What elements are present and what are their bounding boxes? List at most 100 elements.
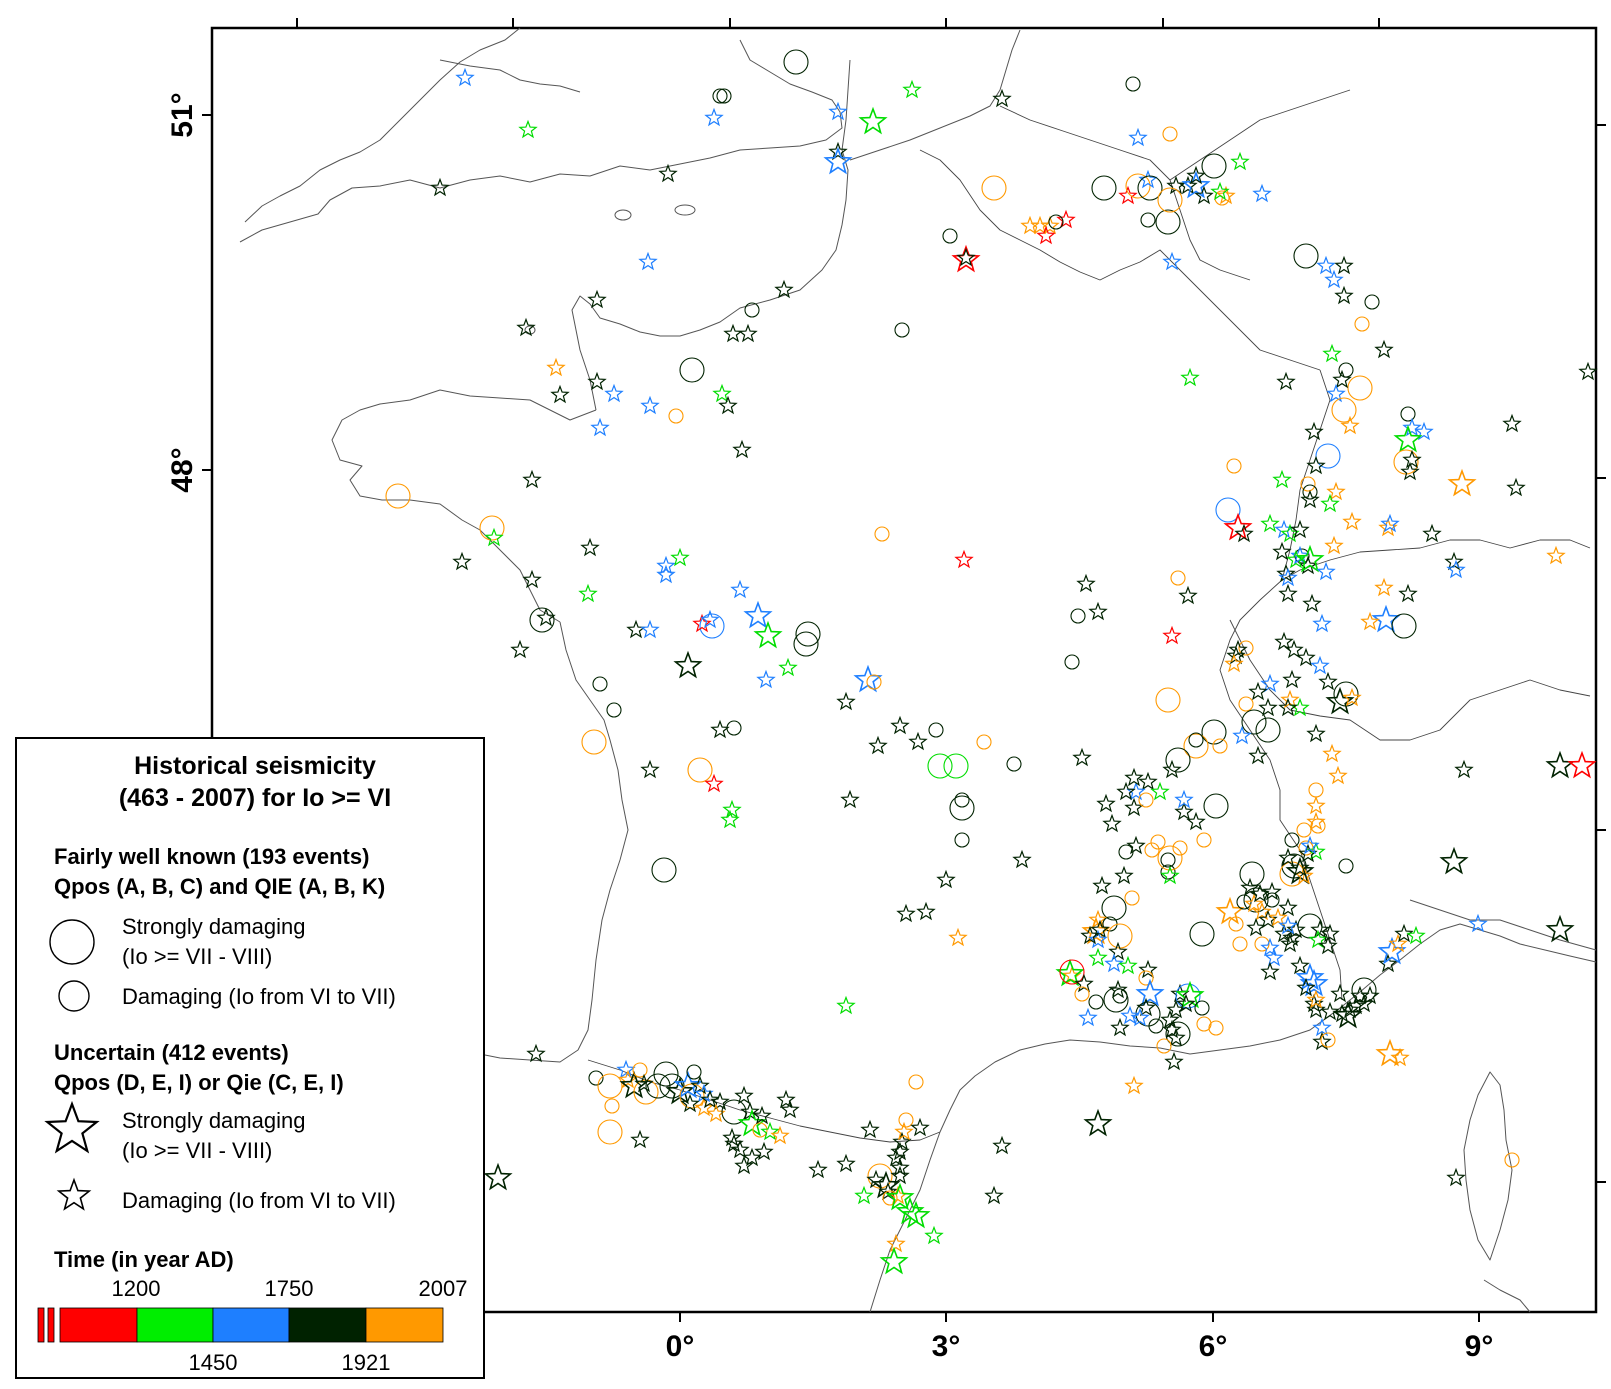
timebar-1200: [59, 1307, 138, 1343]
quake-star: [1296, 977, 1316, 997]
quake-circle: [1241, 709, 1267, 735]
quake-star: [1176, 993, 1196, 1013]
quake-circle: [1201, 153, 1227, 179]
quake-star: [1160, 1009, 1180, 1029]
quake-star: [956, 247, 976, 267]
quake-circle: [793, 631, 819, 657]
quake-star: [1390, 1047, 1410, 1067]
quake-star: [1138, 959, 1158, 979]
timebar-1750: [212, 1307, 290, 1343]
quake-star: [712, 383, 732, 403]
quake-star: [722, 799, 742, 819]
quake-circle: [1165, 747, 1191, 773]
legend-damaging-circle-icon: [58, 980, 90, 1012]
quake-star: [1578, 361, 1598, 381]
quake-circle: [1150, 834, 1166, 850]
quake-star: [1260, 513, 1280, 533]
quake-circle: [1172, 840, 1188, 856]
quake-star: [840, 789, 860, 809]
quake-star: [1278, 697, 1298, 717]
quake-star: [1282, 669, 1302, 689]
quake-circle: [1156, 1038, 1172, 1054]
quake-star: [1324, 269, 1344, 289]
quake-star: [1162, 625, 1182, 645]
quake-star: [742, 1147, 762, 1167]
quake-star: [1264, 947, 1284, 967]
quake-circle: [942, 228, 958, 244]
quake-star: [886, 1233, 906, 1253]
quake-circle: [1300, 476, 1316, 492]
quake-circle: [954, 792, 970, 808]
quake-star: [1272, 541, 1292, 561]
quake-star: [1295, 544, 1325, 573]
quake-star: [1230, 151, 1250, 171]
quake-star: [1414, 421, 1434, 441]
quake-star: [780, 1099, 800, 1119]
quake-circle: [597, 1119, 623, 1145]
earthquake-symbols: [385, 49, 1598, 1275]
basemap: [211, 27, 1597, 1313]
quake-circle: [1157, 845, 1183, 871]
quake-star: [1324, 535, 1344, 555]
quake-circle: [592, 676, 608, 692]
quake-star: [1296, 647, 1316, 667]
brittany-coast: [331, 389, 597, 623]
quake-circle: [1215, 497, 1241, 523]
quake-circle: [1284, 832, 1300, 848]
quake-star: [828, 141, 848, 161]
quake-star: [774, 279, 794, 299]
quake-circle: [1124, 890, 1140, 906]
timebar-old-2: [47, 1307, 55, 1343]
quake-star: [1072, 747, 1092, 767]
quake-star: [1406, 925, 1426, 945]
quake-star: [587, 289, 607, 309]
quake-circle: [1232, 936, 1248, 952]
quake-star: [1360, 611, 1380, 631]
quake-circle: [1138, 792, 1154, 808]
quake-circle: [783, 49, 809, 75]
quake-star: [836, 691, 856, 711]
quake-star: [1393, 424, 1423, 453]
quake-circle: [1238, 696, 1254, 712]
legend-uncertain-header2: Qpos (D, E, I) or Qie (C, E, I): [54, 1070, 344, 1095]
belgium-border: [919, 149, 1321, 371]
legend: Historical seismicity (463 - 2007) for I…: [15, 737, 485, 1379]
quake-star: [1120, 1005, 1140, 1025]
quake-circle: [1194, 1000, 1210, 1016]
legend-strong-star-label1: Strongly damaging: [122, 1108, 305, 1133]
wales-coast: [439, 59, 581, 93]
quake-star: [1280, 933, 1300, 953]
quake-circle: [1157, 187, 1183, 213]
quake-star: [483, 1162, 513, 1191]
quake-star: [1312, 1031, 1332, 1051]
italy-border: [1219, 579, 1343, 1001]
quake-circle: [908, 1074, 924, 1090]
quake-circle: [1320, 1032, 1336, 1048]
quake-star: [1124, 1075, 1144, 1095]
quake-star: [1546, 545, 1566, 565]
timebar-label-1200: 1200: [112, 1276, 161, 1301]
quake-star: [1306, 999, 1326, 1019]
quake-circle: [795, 621, 821, 647]
quake-star: [1300, 835, 1320, 855]
quake-star: [1374, 339, 1394, 359]
timebar-label-1921: 1921: [342, 1350, 391, 1375]
ligurian-coast: [1409, 899, 1597, 951]
netherlands-border: [999, 105, 1251, 281]
quake-star: [1506, 477, 1526, 497]
quake-star: [1166, 1027, 1186, 1047]
quake-star: [992, 88, 1012, 108]
quake-circle: [1125, 76, 1141, 92]
quake-star: [901, 1200, 931, 1229]
quake-star: [1116, 781, 1136, 801]
quake-star: [656, 555, 676, 575]
quake-star: [1377, 936, 1407, 965]
quake-star: [896, 903, 916, 923]
quake-star: [455, 67, 475, 87]
quake-star: [1290, 857, 1310, 877]
quake-star: [546, 357, 566, 377]
quake-star: [1246, 917, 1266, 937]
quake-star: [808, 1159, 828, 1179]
quake-star: [1306, 723, 1326, 743]
quake-star: [860, 1119, 880, 1139]
